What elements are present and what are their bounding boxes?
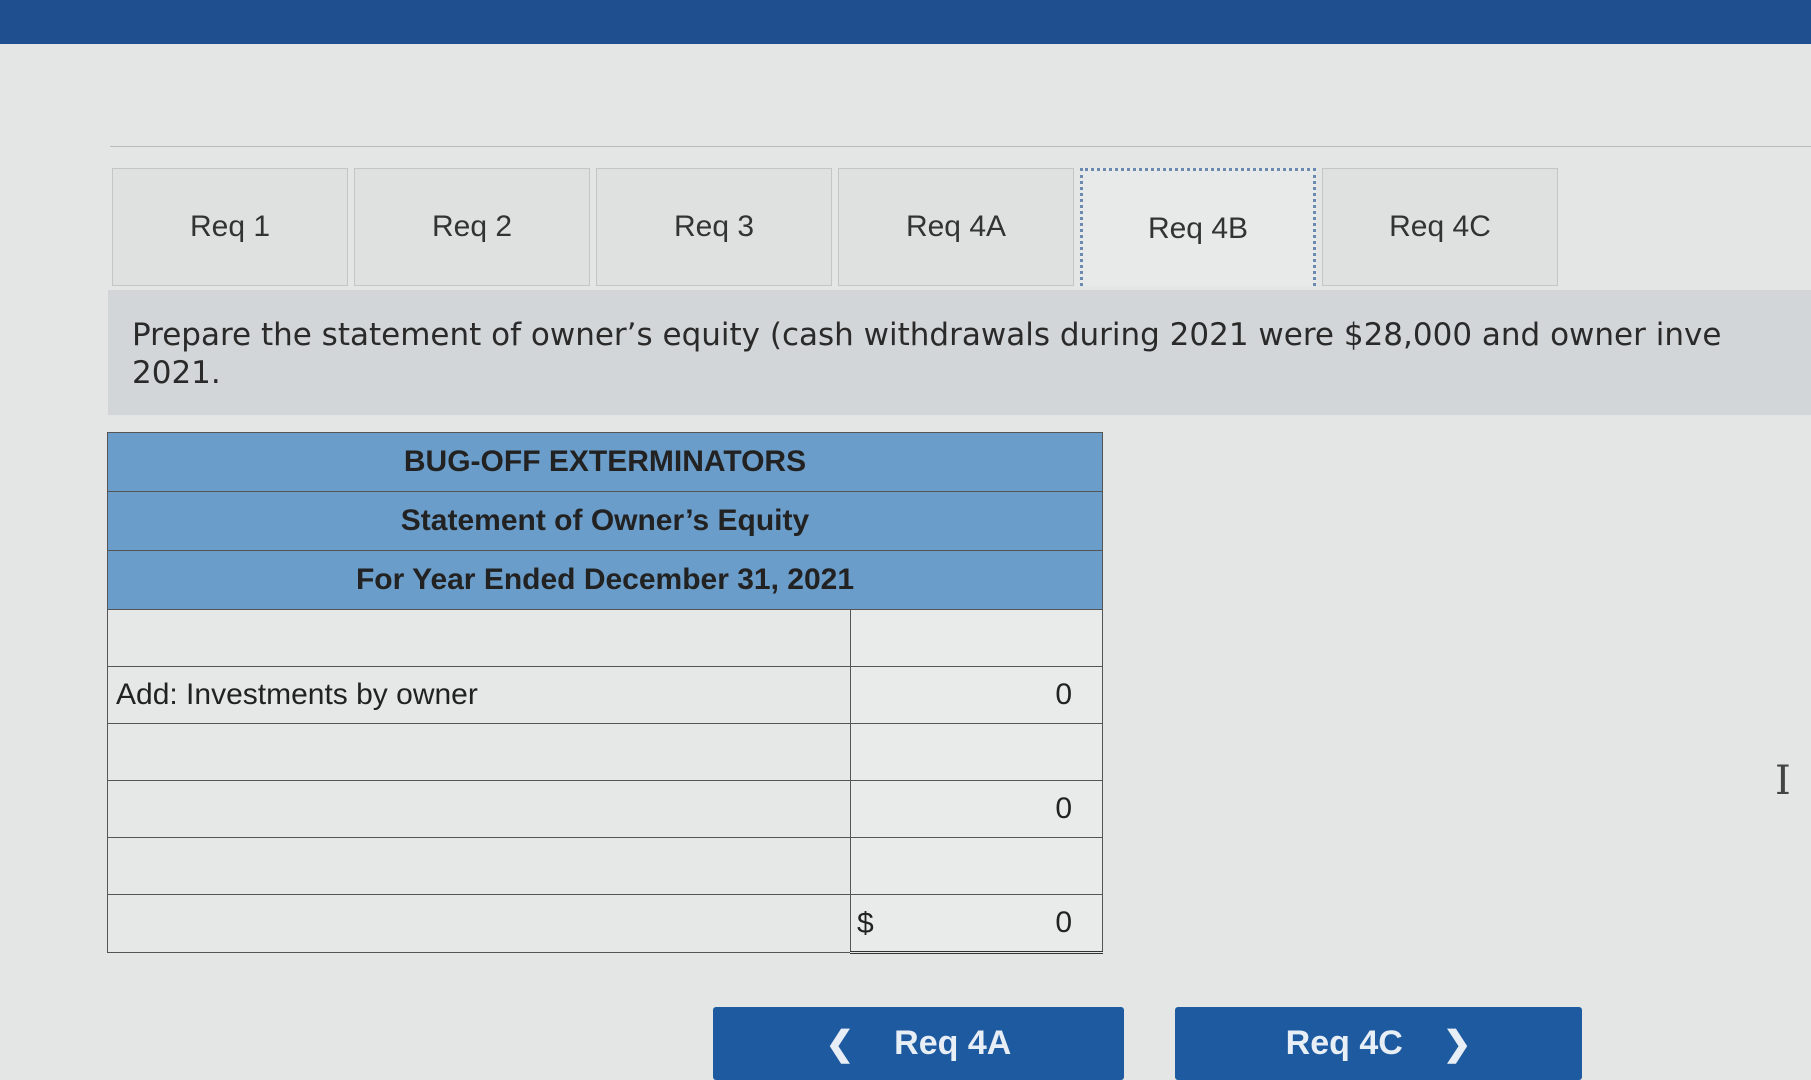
- next-req-button[interactable]: Req 4C ❯: [1175, 1007, 1582, 1080]
- table-row: [107, 723, 1103, 781]
- prev-req-button[interactable]: ❮ Req 4A: [713, 1007, 1124, 1080]
- table-row: Add: Investments by owner 0: [107, 666, 1103, 724]
- divider: [110, 146, 1811, 147]
- row-value-input[interactable]: 0: [850, 780, 1103, 838]
- tab-req-1[interactable]: Req 1: [112, 168, 348, 286]
- text-cursor-icon: I: [1775, 758, 1791, 804]
- statement-period: For Year Ended December 31, 2021: [107, 550, 1103, 610]
- row-label-input[interactable]: Add: Investments by owner: [107, 666, 851, 724]
- total-value-cell[interactable]: $0: [850, 894, 1103, 954]
- next-req-label: Req 4C: [1285, 1024, 1403, 1062]
- row-value-input[interactable]: [850, 723, 1103, 781]
- prev-req-label: Req 4A: [894, 1024, 1012, 1062]
- row-label-input[interactable]: [107, 894, 851, 953]
- tab-req-4c[interactable]: Req 4C: [1322, 168, 1558, 286]
- table-row: [107, 609, 1103, 667]
- requirement-tabs: Req 1 Req 2 Req 3 Req 4A Req 4B Req 4C: [112, 168, 1564, 286]
- owners-equity-statement: BUG-OFF EXTERMINATORS Statement of Owner…: [107, 432, 1103, 954]
- table-row: 0: [107, 780, 1103, 838]
- tab-req-2[interactable]: Req 2: [354, 168, 590, 286]
- row-label-input[interactable]: [107, 723, 851, 781]
- row-label-input[interactable]: [107, 609, 851, 667]
- instruction-line-2: 2021.: [132, 355, 221, 391]
- chevron-left-icon: ❮: [825, 1024, 855, 1063]
- total-value: 0: [1055, 906, 1072, 939]
- company-name: BUG-OFF EXTERMINATORS: [107, 432, 1103, 492]
- chevron-right-icon: ❯: [1442, 1024, 1472, 1063]
- tab-req-4a[interactable]: Req 4A: [838, 168, 1074, 286]
- instruction-line-1: Prepare the statement of owner’s equity …: [132, 317, 1722, 353]
- tab-req-3[interactable]: Req 3: [596, 168, 832, 286]
- instruction-text: Prepare the statement of owner’s equity …: [108, 290, 1811, 415]
- table-row: [107, 837, 1103, 895]
- row-value-input[interactable]: 0: [850, 666, 1103, 724]
- table-row: $0: [107, 894, 1103, 954]
- row-value-input[interactable]: [850, 837, 1103, 895]
- row-label-input[interactable]: [107, 780, 851, 838]
- row-value-input[interactable]: [850, 609, 1103, 667]
- currency-symbol: $: [857, 907, 874, 940]
- tab-req-4b[interactable]: Req 4B: [1080, 168, 1316, 286]
- row-label-input[interactable]: [107, 837, 851, 895]
- statement-title: Statement of Owner’s Equity: [107, 491, 1103, 551]
- top-bar: [0, 0, 1811, 44]
